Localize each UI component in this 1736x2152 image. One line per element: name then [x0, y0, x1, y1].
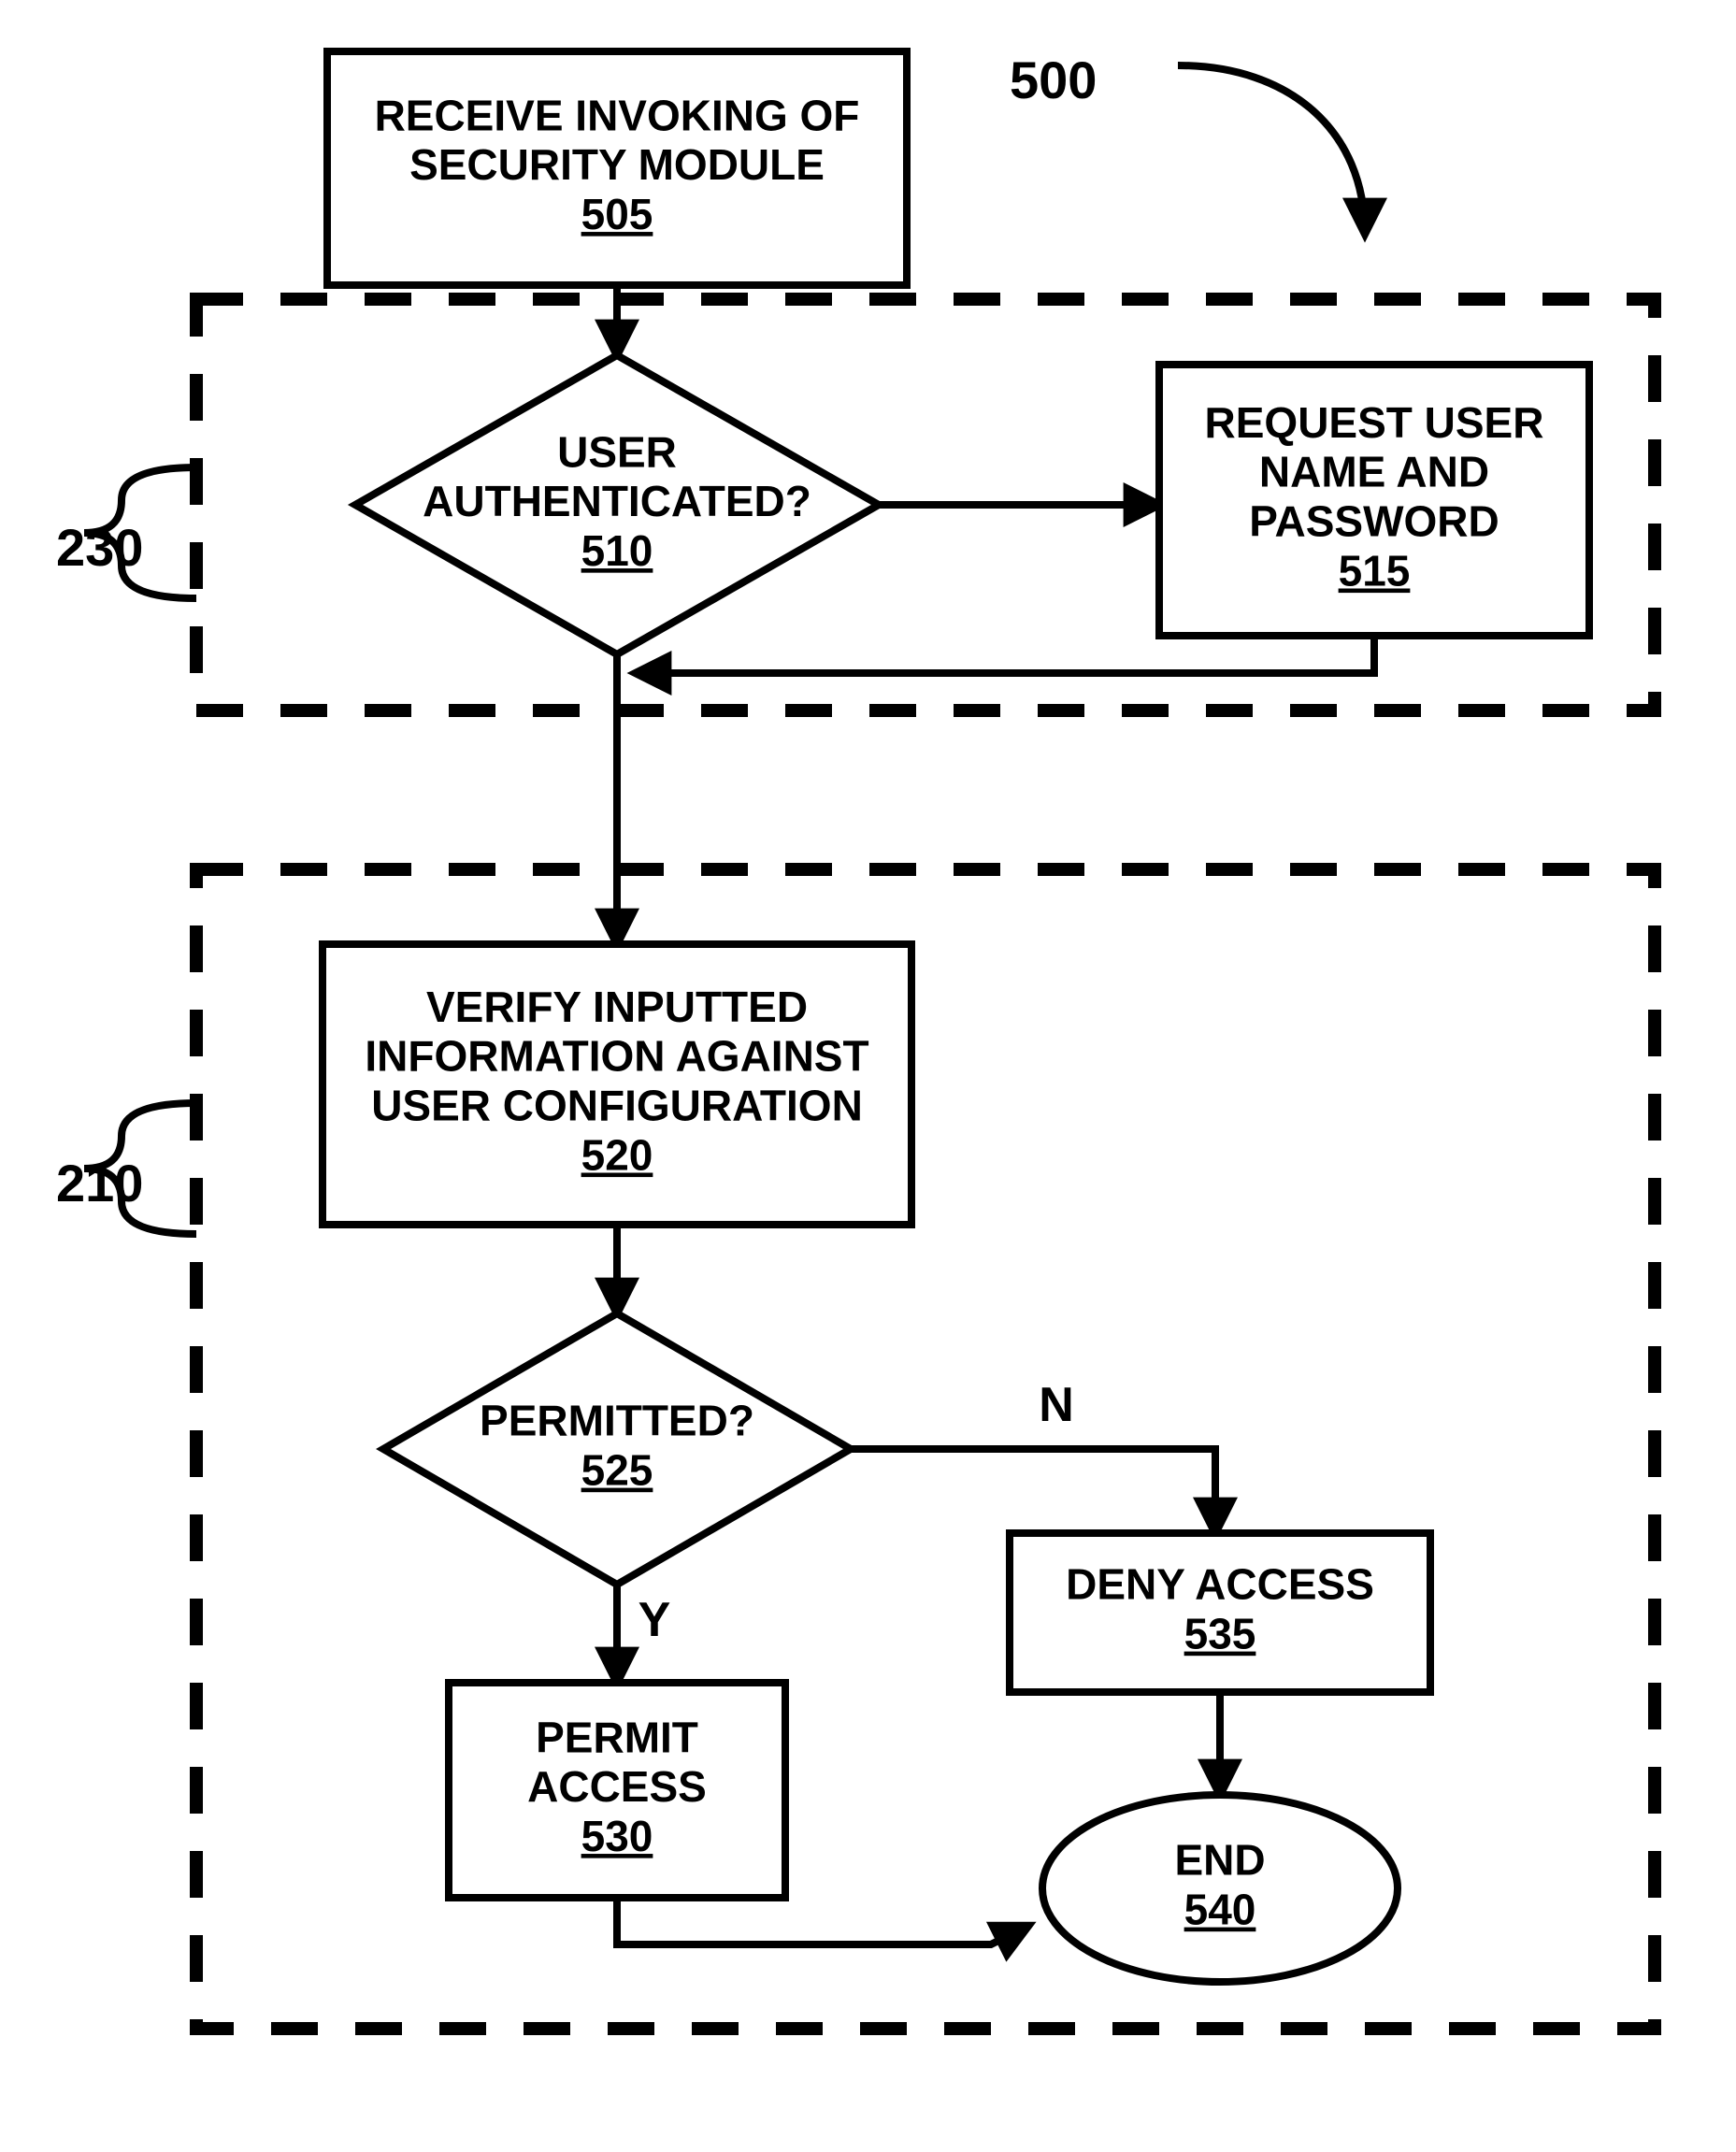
label-lbl500: 500 — [1010, 50, 1097, 109]
label-lbl230: 230 — [56, 518, 143, 577]
node-text: PASSWORD — [1249, 497, 1499, 546]
node-text: REQUEST USER — [1205, 398, 1544, 447]
node-text: PERMIT — [536, 1713, 698, 1761]
node-text: AUTHENTICATED? — [423, 477, 811, 525]
node-text: USER CONFIGURATION — [371, 1082, 863, 1130]
node-text: INFORMATION AGAINST — [365, 1032, 868, 1081]
node-ref: 520 — [581, 1131, 653, 1180]
edge-n515-n510_return — [636, 636, 1374, 673]
node-text: DENY ACCESS — [1066, 1560, 1374, 1609]
node-text: NAME AND — [1259, 448, 1489, 496]
node-ref: 535 — [1184, 1610, 1256, 1658]
node-ref: 525 — [581, 1446, 653, 1495]
edge-n525-n535 — [851, 1449, 1215, 1533]
edge-label: Y — [638, 1593, 671, 1647]
node-text: END — [1174, 1836, 1265, 1885]
node-text: VERIFY INPUTTED — [426, 983, 808, 1031]
node-ref: 540 — [1184, 1886, 1256, 1934]
node-ref: 515 — [1339, 547, 1411, 595]
pointer-500 — [1178, 65, 1365, 234]
node-text: PERMITTED? — [480, 1397, 754, 1445]
node-text: SECURITY MODULE — [409, 140, 825, 189]
node-text: RECEIVE INVOKING OF — [375, 91, 860, 139]
node-text: ACCESS — [527, 1762, 707, 1811]
node-ref: 510 — [581, 526, 653, 575]
label-lbl210: 210 — [56, 1154, 143, 1212]
edge-label: N — [1039, 1378, 1074, 1432]
node-ref: 505 — [581, 190, 653, 238]
edge-n530-n540 — [617, 1898, 1028, 1944]
node-text: USER — [557, 427, 677, 476]
node-ref: 530 — [581, 1812, 653, 1860]
flowchart-svg: Y N RECEIVE INVOKING OFSECURITY MODULE505 U… — [0, 0, 1736, 2147]
